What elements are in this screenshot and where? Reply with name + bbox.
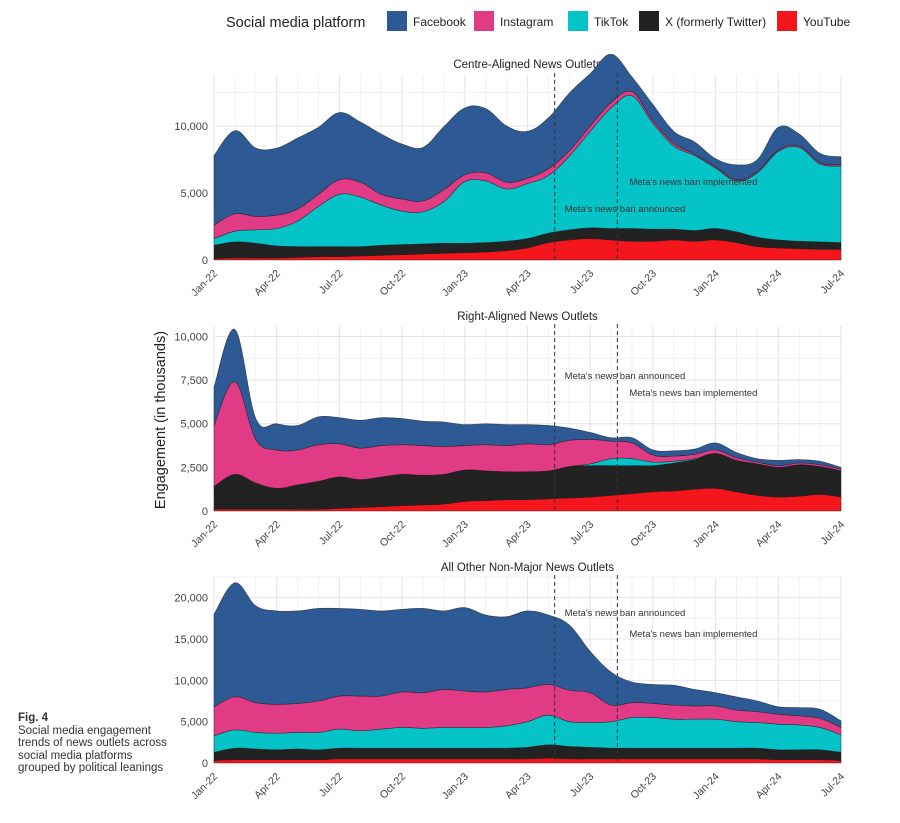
legend-label-instagram: Instagram bbox=[500, 15, 553, 29]
annotation-label: Meta's news ban implemented bbox=[629, 177, 757, 188]
x-tick-label: Jan-23 bbox=[440, 268, 471, 299]
legend-label-facebook: Facebook bbox=[413, 15, 467, 29]
annotation-label: Meta's news ban announced bbox=[565, 204, 686, 215]
x-tick-label: Apr-22 bbox=[252, 519, 283, 550]
panel-right: Right-Aligned News Outlets 0 2,500 5,000 7,5… bbox=[174, 311, 847, 550]
legend-swatch-tiktok bbox=[568, 11, 588, 31]
x-tick-label: Jul-23 bbox=[568, 268, 597, 297]
y-axis-label: Engagement (in thousands) bbox=[153, 331, 169, 509]
y-tick-label: 10,000 bbox=[174, 675, 208, 687]
legend: Social media platform Facebook Instagram… bbox=[226, 11, 850, 31]
legend-swatch-instagram bbox=[474, 11, 494, 31]
x-tick-label: Jul-23 bbox=[568, 519, 597, 548]
x-tick-label: Oct-23 bbox=[628, 268, 659, 299]
x-tick-label: Oct-22 bbox=[377, 268, 408, 299]
x-tick-label: Jan-24 bbox=[691, 771, 722, 802]
x-tick-label: Jan-24 bbox=[691, 268, 722, 299]
y-tick-label: 2,500 bbox=[180, 462, 208, 474]
x-tick-label: Apr-23 bbox=[503, 771, 534, 802]
x-tick-label: Jan-24 bbox=[691, 519, 722, 550]
x-tick-label: Apr-22 bbox=[252, 771, 283, 802]
x-tick-label: Apr-24 bbox=[754, 771, 785, 802]
x-tick-label: Jul-24 bbox=[818, 519, 847, 548]
x-tick-label: Jul-22 bbox=[317, 519, 346, 548]
legend-swatch-youtube bbox=[777, 11, 797, 31]
y-tick-label: 0 bbox=[202, 255, 208, 267]
legend-swatch-facebook bbox=[387, 11, 407, 31]
annotation-label: Meta's news ban implemented bbox=[629, 388, 757, 399]
panel-title: All Other Non-Major News Outlets bbox=[441, 562, 614, 574]
y-tick-label: 5,000 bbox=[180, 717, 208, 729]
legend-label-youtube: YouTube bbox=[803, 15, 850, 29]
annotation-label: Meta's news ban announced bbox=[565, 371, 686, 382]
annotation-label: Meta's news ban implemented bbox=[629, 629, 757, 640]
x-tick-label: Jan-23 bbox=[440, 771, 471, 802]
x-tick-label: Apr-22 bbox=[252, 268, 283, 299]
x-tick-label: Oct-23 bbox=[628, 771, 659, 802]
legend-label-tiktok: TikTok bbox=[594, 15, 629, 29]
x-tick-label: Jan-22 bbox=[189, 268, 220, 299]
panel-centre: Centre-Aligned News Outlets 0 5,000 10,000 J… bbox=[174, 53, 847, 299]
y-tick-label: 15,000 bbox=[174, 634, 208, 646]
y-tick-label: 10,000 bbox=[174, 121, 208, 133]
x-tick-label: Jul-22 bbox=[317, 771, 346, 800]
area-facebook bbox=[213, 582, 842, 728]
x-tick-label: Jan-22 bbox=[189, 771, 220, 802]
figure-caption-text: Social media engagement trends of news o… bbox=[18, 724, 167, 775]
figure-caption: Fig. 4 Social media engagement trends of… bbox=[18, 712, 168, 775]
legend-swatch-x bbox=[639, 11, 659, 31]
figure-number: Fig. 4 bbox=[18, 712, 49, 724]
legend-label-x: X (formerly Twitter) bbox=[665, 15, 766, 29]
panel-title: Right-Aligned News Outlets bbox=[457, 311, 598, 323]
y-tick-label: 0 bbox=[202, 758, 208, 770]
x-tick-label: Oct-23 bbox=[628, 519, 659, 550]
x-tick-label: Jan-23 bbox=[440, 519, 471, 550]
area-facebook bbox=[213, 329, 842, 470]
legend-item-facebook: Facebook bbox=[387, 11, 467, 31]
legend-item-tiktok: TikTok bbox=[568, 11, 629, 31]
panel-other: All Other Non-Major News Outlets 0 5,000 10… bbox=[174, 562, 847, 802]
y-tick-label: 10,000 bbox=[174, 331, 208, 343]
y-tick-label: 5,000 bbox=[180, 188, 208, 200]
x-tick-label: Jul-24 bbox=[818, 771, 847, 800]
x-tick-label: Jul-23 bbox=[568, 771, 597, 800]
x-tick-label: Jul-22 bbox=[317, 268, 346, 297]
x-tick-label: Apr-23 bbox=[503, 519, 534, 550]
y-tick-label: 7,500 bbox=[180, 375, 208, 387]
legend-title: Social media platform bbox=[226, 15, 365, 31]
x-tick-label: Jul-24 bbox=[818, 268, 847, 297]
panel-title: Centre-Aligned News Outlets bbox=[453, 59, 602, 71]
x-tick-label: Apr-24 bbox=[754, 519, 785, 550]
area-facebook bbox=[213, 53, 842, 226]
legend-item-instagram: Instagram bbox=[474, 11, 553, 31]
y-tick-label: 0 bbox=[202, 506, 208, 518]
legend-item-youtube: YouTube bbox=[777, 11, 850, 31]
legend-item-x: X (formerly Twitter) bbox=[639, 11, 766, 31]
y-tick-label: 20,000 bbox=[174, 593, 208, 605]
x-tick-label: Apr-23 bbox=[503, 268, 534, 299]
x-tick-label: Oct-22 bbox=[377, 771, 408, 802]
annotation-label: Meta's news ban announced bbox=[565, 608, 686, 619]
x-tick-label: Oct-22 bbox=[377, 519, 408, 550]
x-tick-label: Jan-22 bbox=[189, 519, 220, 550]
x-tick-label: Apr-24 bbox=[754, 268, 785, 299]
y-tick-label: 5,000 bbox=[180, 419, 208, 431]
